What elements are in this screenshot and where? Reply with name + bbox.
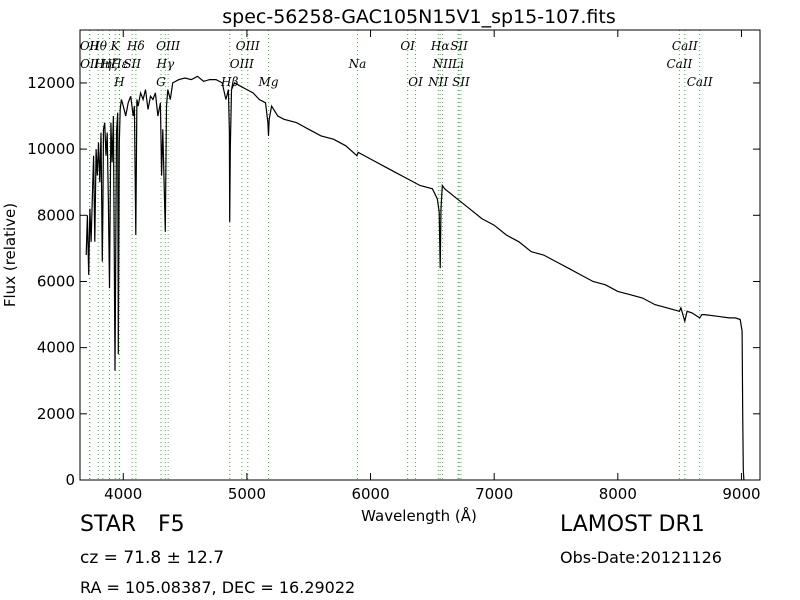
spectral-line-label: Hθ xyxy=(88,39,107,53)
spectral-line-label: OII xyxy=(80,57,100,71)
x-axis-label: Wavelength (Å) xyxy=(361,506,477,525)
class-label: STAR xyxy=(80,512,137,537)
y-tick-label: 8000 xyxy=(37,206,75,224)
plot-frame xyxy=(79,29,761,481)
observation-date: Obs-Date:20121126 xyxy=(560,548,722,567)
spectral-line-label: CaII xyxy=(666,57,692,71)
spectral-line-label: Hη xyxy=(93,57,112,71)
y-axis-ticks: 0 2000 4000 6000 8000 10000 12000 xyxy=(27,74,760,489)
y-tick-label: 10000 xyxy=(27,140,75,158)
spectral-line-label: K xyxy=(110,39,121,53)
spectral-line-label: NII xyxy=(427,75,448,89)
spectral-line-label: OI xyxy=(408,75,423,89)
spectral-line-label: OII xyxy=(80,39,100,53)
spectral-line-label: OIII xyxy=(230,57,254,71)
spectral-line-label: Hα xyxy=(430,39,450,53)
spectral-line-label: Li xyxy=(451,57,464,71)
spectral-line-labels: OIIOIIHθHηHζHεKHSIIHδGHγOIIIHβOIIIOIIIMg… xyxy=(80,39,713,89)
spectral-line-label: CaII xyxy=(687,75,713,89)
spectral-line-label: Hγ xyxy=(155,57,174,71)
y-axis-label: Flux (relative) xyxy=(1,203,19,307)
spectral-line-label: SII xyxy=(452,75,470,89)
x-tick-label: 4000 xyxy=(104,485,142,503)
x-tick-label: 5000 xyxy=(228,485,266,503)
y-tick-label: 0 xyxy=(65,471,75,489)
spectrum-line xyxy=(85,75,745,481)
y-tick-label: 4000 xyxy=(37,339,75,357)
y-tick-label: 12000 xyxy=(27,74,75,92)
x-tick-label: 9000 xyxy=(722,485,760,503)
spectral-line-markers xyxy=(89,30,701,480)
y-tick-label: 6000 xyxy=(37,272,75,290)
spectral-line-label: Hε xyxy=(110,57,128,71)
spectral-line-label: G xyxy=(156,75,166,89)
spectral-line-label: H xyxy=(113,75,125,89)
spectral-line-label: Hδ xyxy=(126,39,145,53)
spectral-line-label: SII xyxy=(123,57,141,71)
y-tick-label: 2000 xyxy=(37,405,75,423)
x-tick-label: 8000 xyxy=(599,485,637,503)
subclass-label: F5 xyxy=(158,512,185,537)
chart-title: spec-56258-GAC105N15V1_sp15-107.fits xyxy=(222,6,615,28)
spectral-line-label: Hζ xyxy=(100,57,119,71)
x-axis-ticks: 4000 5000 6000 7000 8000 9000 xyxy=(104,30,761,503)
spectral-line-label: OIII xyxy=(236,39,260,53)
spectral-line-label: NII xyxy=(432,57,453,71)
redshift-value: cz = 71.8 ± 12.7 xyxy=(80,548,225,568)
spectral-line-label: OI xyxy=(400,39,415,53)
survey-label: LAMOST DR1 xyxy=(560,512,705,537)
x-tick-label: 6000 xyxy=(351,485,389,503)
spectral-line-label: SII xyxy=(450,39,468,53)
spectral-line-label: CaII xyxy=(672,39,698,53)
spectral-line-label: Mg xyxy=(258,75,279,89)
x-tick-label: 7000 xyxy=(475,485,513,503)
spectral-line-label: OIII xyxy=(156,39,180,53)
coordinates: RA = 105.08387, DEC = 16.29022 xyxy=(80,578,356,597)
spectral-line-label: Na xyxy=(348,57,367,71)
